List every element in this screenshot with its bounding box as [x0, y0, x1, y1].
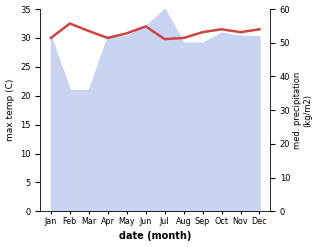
X-axis label: date (month): date (month)	[119, 231, 191, 242]
Y-axis label: med. precipitation
(kg/m2): med. precipitation (kg/m2)	[293, 72, 313, 149]
Y-axis label: max temp (C): max temp (C)	[5, 79, 15, 141]
